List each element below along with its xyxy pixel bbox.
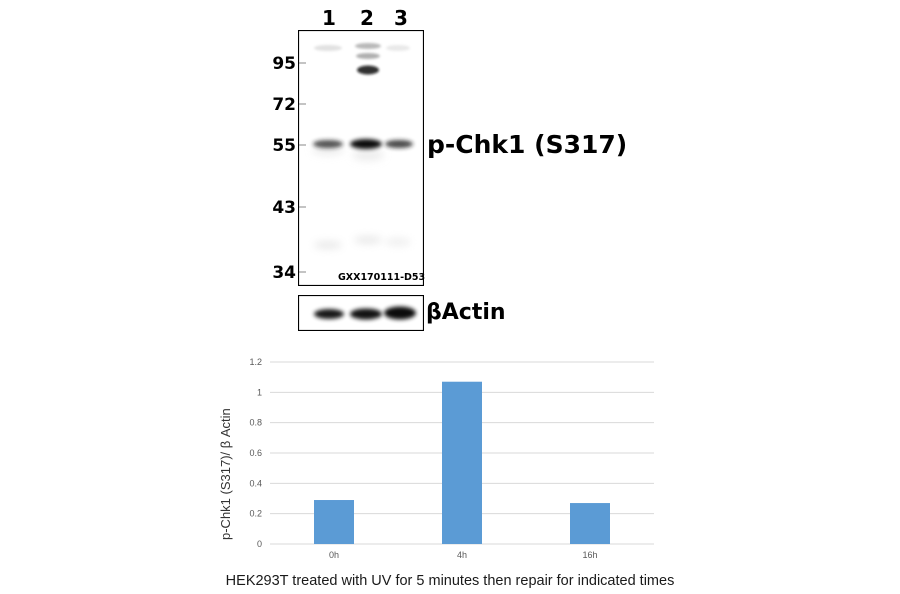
- marker-43: 43: [272, 198, 296, 218]
- marker-34: 34: [272, 263, 296, 283]
- lane-label-1: 1: [322, 6, 336, 30]
- x-tick-label: 0h: [329, 550, 339, 560]
- y-tick-label: 1: [257, 387, 262, 397]
- bar: [314, 500, 354, 544]
- marker-72: 72: [272, 95, 296, 115]
- y-tick-label: 0.2: [249, 509, 262, 519]
- lane-label-3: 3: [394, 6, 408, 30]
- bar: [442, 381, 482, 544]
- x-tick-label: 4h: [457, 550, 467, 560]
- y-tick-label: 1.2: [249, 357, 262, 367]
- x-tick-label: 16h: [582, 550, 597, 560]
- marker-55: 55: [272, 136, 296, 156]
- target-protein-label: p-Chk1 (S317): [427, 130, 628, 159]
- blot-id-label: GXX170111-D53: [338, 272, 426, 283]
- y-tick-label: 0.4: [249, 478, 262, 488]
- y-axis-label: p-Chk1 (S317)/ β Actin: [218, 408, 233, 540]
- main-blot-image: [298, 30, 424, 286]
- actin-blot-image: [298, 295, 424, 331]
- y-tick-label: 0.8: [249, 418, 262, 428]
- figure-caption: HEK293T treated with UV for 5 minutes th…: [225, 573, 675, 589]
- bar: [570, 503, 610, 544]
- y-tick-label: 0: [257, 539, 262, 549]
- lane-label-2: 2: [360, 6, 374, 30]
- marker-95: 95: [272, 54, 296, 74]
- y-tick-label: 0.6: [249, 448, 262, 458]
- loading-control-label: βActin: [426, 300, 506, 325]
